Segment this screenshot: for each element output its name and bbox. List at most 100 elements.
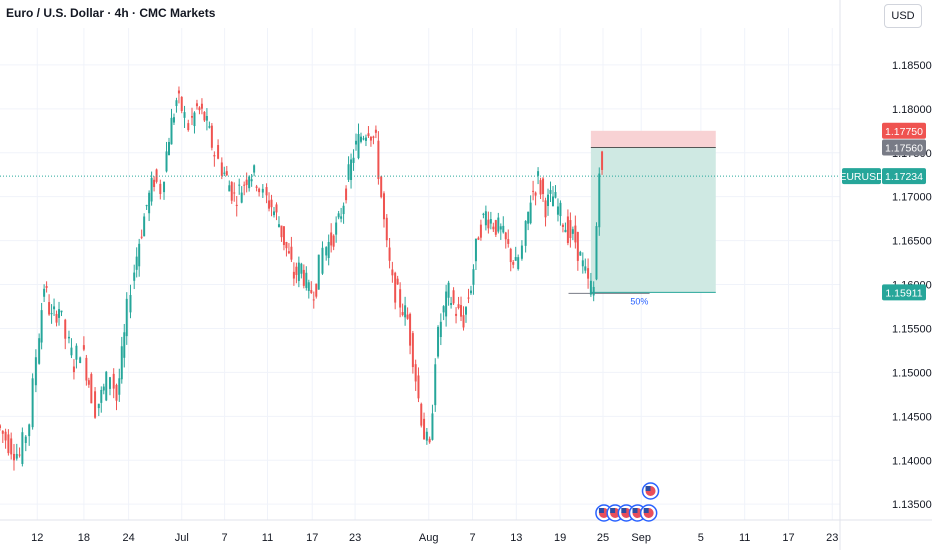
candle-body bbox=[539, 180, 542, 195]
candle-body bbox=[261, 188, 264, 193]
candle-body bbox=[374, 129, 377, 133]
candle-body bbox=[411, 333, 414, 368]
y-tick-label: 1.17000 bbox=[892, 192, 932, 204]
candle-body bbox=[140, 236, 143, 238]
candle-body bbox=[143, 216, 146, 237]
ratio-label: 50% bbox=[630, 296, 648, 306]
price-tag bbox=[842, 168, 881, 185]
candle-body bbox=[258, 188, 261, 193]
candle-body bbox=[67, 336, 70, 339]
candle-body bbox=[564, 229, 567, 233]
candle-body bbox=[569, 220, 572, 239]
candle-body bbox=[223, 172, 226, 174]
candle-body bbox=[579, 251, 582, 256]
candle-body bbox=[355, 140, 358, 145]
x-tick-label: 23 bbox=[349, 532, 361, 544]
candle-body bbox=[240, 192, 243, 203]
stop-loss-zone bbox=[590, 130, 716, 148]
flag-canton-icon bbox=[610, 508, 616, 513]
candle-body bbox=[135, 256, 138, 270]
candle-body bbox=[133, 272, 136, 281]
currency-selector-button[interactable]: USD bbox=[884, 4, 922, 28]
candle-body bbox=[238, 184, 241, 186]
candle-body bbox=[295, 266, 298, 275]
candle-body bbox=[177, 90, 180, 94]
candle-body bbox=[18, 454, 21, 456]
candle-body bbox=[340, 216, 343, 219]
candle-body bbox=[352, 157, 355, 163]
candle-body bbox=[198, 107, 201, 111]
candle-body bbox=[447, 282, 450, 298]
candle-body bbox=[205, 116, 208, 121]
candle-body bbox=[233, 192, 236, 194]
candle-body bbox=[200, 103, 203, 109]
candle-body bbox=[270, 199, 273, 208]
candle-body bbox=[549, 190, 552, 194]
candle-body bbox=[28, 424, 31, 437]
candle-body bbox=[509, 248, 512, 263]
candle-body bbox=[359, 136, 362, 142]
x-tick-label: 19 bbox=[554, 532, 566, 544]
candle-body bbox=[347, 164, 350, 180]
candle-body bbox=[187, 123, 190, 131]
candle-body bbox=[120, 346, 123, 380]
candle-body bbox=[7, 434, 10, 454]
candle-body bbox=[589, 280, 592, 295]
candle-body bbox=[21, 432, 24, 464]
take-profit-zone[interactable] bbox=[590, 147, 716, 293]
candle-body bbox=[195, 103, 198, 107]
candle-body bbox=[115, 384, 118, 401]
candle-body bbox=[285, 242, 288, 249]
candle-body bbox=[417, 375, 420, 399]
candle-body bbox=[574, 225, 577, 243]
candle-body bbox=[87, 380, 90, 385]
candle-body bbox=[193, 112, 196, 127]
candle-body bbox=[310, 290, 313, 293]
candle-body bbox=[399, 289, 402, 308]
price-tag bbox=[882, 168, 926, 185]
candle-body bbox=[581, 260, 584, 267]
candle-body bbox=[584, 266, 587, 271]
candle-body bbox=[492, 226, 495, 230]
candle-body bbox=[255, 186, 258, 188]
candle-body bbox=[250, 179, 253, 182]
candle-body bbox=[479, 224, 482, 238]
candle-body bbox=[287, 251, 290, 254]
candle-body bbox=[253, 165, 256, 173]
candle-body bbox=[105, 371, 108, 401]
candle-body bbox=[302, 269, 305, 286]
candle-body bbox=[40, 310, 43, 343]
candle-body bbox=[118, 378, 121, 395]
candle-body bbox=[598, 173, 601, 228]
candle-body bbox=[445, 291, 448, 317]
candle-body bbox=[307, 282, 310, 291]
candle-body bbox=[0, 425, 1, 429]
y-tick-label: 1.15500 bbox=[892, 323, 932, 335]
candle-body bbox=[437, 326, 440, 357]
candle-body bbox=[217, 145, 220, 159]
price-tag-label: EURUSD bbox=[839, 171, 884, 183]
candle-body bbox=[70, 347, 73, 356]
candle-body bbox=[394, 272, 397, 303]
candle-body bbox=[345, 188, 348, 201]
candle-body bbox=[477, 237, 480, 240]
candle-body bbox=[467, 297, 470, 299]
candle-body bbox=[172, 117, 175, 123]
candle-body bbox=[452, 290, 455, 304]
candle-body bbox=[524, 221, 527, 246]
x-tick-label: 12 bbox=[31, 532, 43, 544]
candle-body bbox=[325, 247, 328, 256]
candle-body bbox=[423, 418, 426, 440]
candle-body bbox=[537, 171, 540, 176]
candle-body bbox=[327, 241, 330, 259]
y-tick-label: 1.16500 bbox=[892, 236, 932, 248]
x-tick-label: 24 bbox=[122, 532, 134, 544]
candle-body bbox=[544, 200, 547, 218]
x-tick-label: 11 bbox=[262, 532, 273, 544]
candle-body bbox=[409, 313, 412, 346]
candle-body bbox=[138, 243, 141, 267]
candle-body bbox=[125, 298, 128, 337]
price-tag bbox=[882, 122, 926, 139]
candle-body bbox=[203, 111, 206, 121]
